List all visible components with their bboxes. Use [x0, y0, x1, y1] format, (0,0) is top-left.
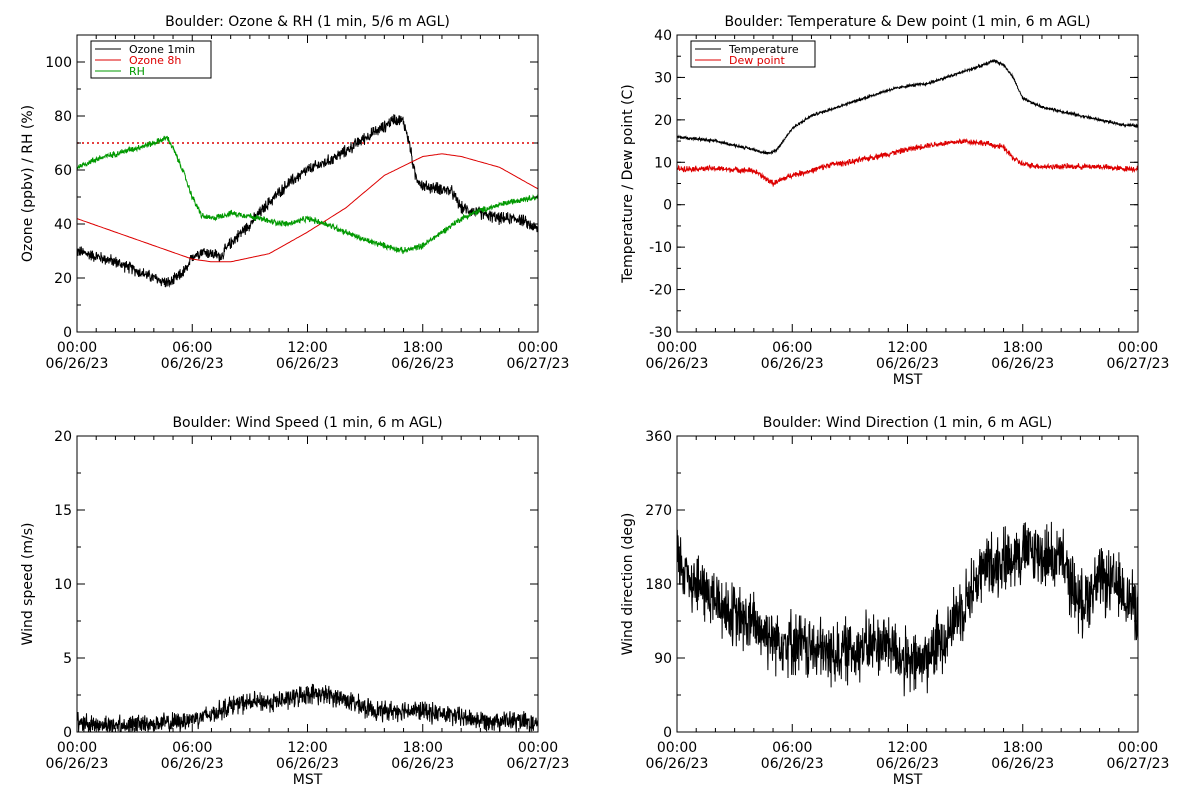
series-line-2 [77, 135, 538, 255]
x-tick-time: 06:00 [772, 740, 812, 756]
x-tick-time: 18:00 [1003, 340, 1043, 356]
y-tick-label: -30 [649, 325, 672, 341]
y-tick-label: 5 [63, 651, 72, 667]
x-tick-date: 06/27/23 [507, 756, 570, 772]
chart-title: Boulder: Temperature & Dew point (1 min,… [724, 14, 1090, 30]
x-tick-date: 06/27/23 [1107, 756, 1170, 772]
y-tick-label: -20 [649, 283, 672, 299]
x-tick-date: 06/26/23 [991, 756, 1054, 772]
x-tick-time: 00:00 [657, 340, 697, 356]
y-tick-label: 30 [654, 70, 672, 86]
x-tick-time: 12:00 [887, 740, 927, 756]
chart-title: Boulder: Ozone & RH (1 min, 5/6 m AGL) [165, 14, 450, 30]
x-tick-time: 06:00 [172, 740, 212, 756]
legend-label: RH [129, 65, 145, 78]
x-tick-date: 06/26/23 [991, 356, 1054, 372]
chart-title: Boulder: Wind Speed (1 min, 6 m AGL) [172, 415, 442, 431]
x-tick-time: 12:00 [887, 340, 927, 356]
x-tick-time: 18:00 [403, 740, 443, 756]
y-axis-label: Ozone (ppbv) / RH (%) [20, 105, 36, 262]
x-tick-date: 06/26/23 [276, 356, 339, 372]
x-tick-time: 18:00 [403, 340, 443, 356]
y-tick-label: 90 [654, 651, 672, 667]
series-line-0 [677, 521, 1138, 697]
legend-label: Ozone 1min [129, 43, 195, 56]
x-tick-time: 06:00 [172, 340, 212, 356]
series-line-0 [677, 58, 1138, 156]
series-line-0 [77, 114, 538, 288]
x-tick-time: 00:00 [1118, 340, 1158, 356]
series-line-0 [77, 683, 538, 732]
x-tick-time: 00:00 [518, 340, 558, 356]
x-tick-date: 06/26/23 [161, 756, 224, 772]
y-tick-label: 270 [645, 503, 672, 519]
x-tick-time: 12:00 [287, 740, 327, 756]
x-tick-time: 00:00 [57, 740, 97, 756]
y-tick-label: 180 [645, 577, 672, 593]
x-tick-date: 06/26/23 [46, 756, 109, 772]
x-tick-time: 00:00 [1118, 740, 1158, 756]
y-tick-label: 40 [54, 217, 72, 233]
legend-label: Temperature [728, 43, 799, 56]
x-tick-date: 06/26/23 [876, 356, 939, 372]
x-tick-time: 00:00 [518, 740, 558, 756]
y-tick-label: -10 [649, 240, 672, 256]
x-axis-label: MST [893, 772, 923, 788]
y-tick-label: 0 [663, 198, 672, 214]
y-tick-label: 20 [54, 429, 72, 445]
x-tick-date: 06/26/23 [646, 356, 709, 372]
plot-frame [676, 34, 1139, 333]
x-tick-time: 06:00 [772, 340, 812, 356]
x-tick-date: 06/26/23 [646, 756, 709, 772]
legend-label: Dew point [729, 54, 785, 67]
plot-frame [76, 34, 539, 333]
y-axis-label: Wind direction (deg) [620, 513, 636, 656]
x-tick-date: 06/26/23 [761, 356, 824, 372]
x-tick-date: 06/26/23 [276, 756, 339, 772]
x-tick-date: 06/27/23 [1107, 356, 1170, 372]
x-tick-time: 00:00 [657, 740, 697, 756]
y-tick-label: 10 [654, 155, 672, 171]
x-tick-time: 18:00 [1003, 740, 1043, 756]
x-tick-date: 06/26/23 [876, 756, 939, 772]
series-line-1 [677, 137, 1138, 187]
x-axis-label: MST [893, 372, 923, 388]
y-tick-label: 40 [654, 28, 672, 44]
y-tick-label: 80 [54, 109, 72, 125]
y-axis-label: Wind speed (m/s) [20, 523, 36, 646]
x-axis-label: MST [293, 772, 323, 788]
y-tick-label: 0 [663, 725, 672, 741]
y-tick-label: 10 [54, 577, 72, 593]
x-tick-date: 06/26/23 [391, 356, 454, 372]
x-tick-date: 06/26/23 [161, 356, 224, 372]
x-tick-date: 06/26/23 [761, 756, 824, 772]
x-tick-date: 06/26/23 [391, 756, 454, 772]
y-tick-label: 15 [54, 503, 72, 519]
series-line-1 [77, 153, 538, 263]
x-tick-time: 12:00 [287, 340, 327, 356]
y-tick-label: 0 [63, 725, 72, 741]
y-tick-label: 20 [654, 113, 672, 129]
legend-label: Ozone 8h [129, 54, 181, 67]
y-axis-label: Temperature / Dew point (C) [620, 84, 636, 283]
y-tick-label: 0 [63, 325, 72, 341]
x-tick-date: 06/26/23 [46, 356, 109, 372]
x-tick-time: 00:00 [57, 340, 97, 356]
y-tick-label: 20 [54, 271, 72, 287]
chart-title: Boulder: Wind Direction (1 min, 6 m AGL) [763, 415, 1052, 431]
x-tick-date: 06/27/23 [507, 356, 570, 372]
legend-box [690, 40, 816, 68]
y-tick-label: 60 [54, 163, 72, 179]
y-tick-label: 100 [45, 55, 72, 71]
y-tick-label: 360 [645, 429, 672, 445]
